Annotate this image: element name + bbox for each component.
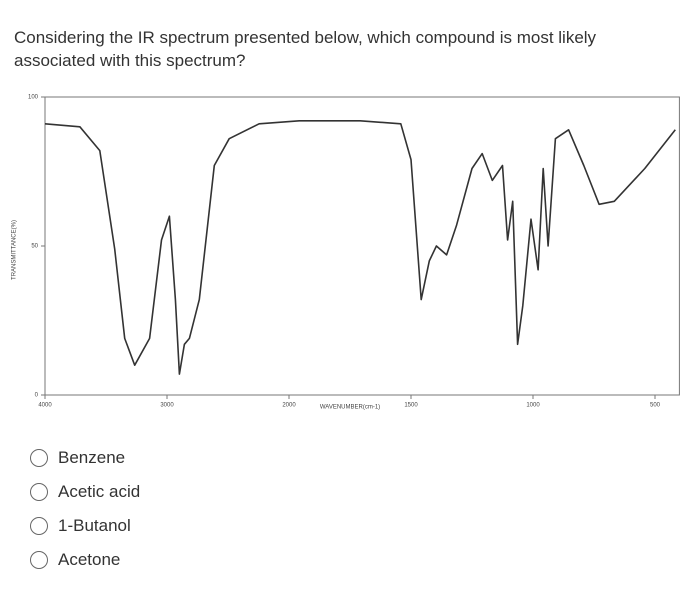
x-tick-label: 1000 — [526, 403, 540, 409]
y-tick-label: 50 — [31, 244, 38, 250]
plot-frame — [44, 96, 680, 396]
x-tick-label: 4000 — [38, 403, 52, 409]
option-label: Benzene — [58, 448, 126, 467]
spectrum-line — [44, 120, 676, 375]
y-axis-label: TRANSMITTANCE(%) — [12, 220, 18, 280]
option-label: Acetone — [58, 550, 121, 569]
answer-option[interactable]: Acetone — [30, 548, 120, 572]
answer-option[interactable]: Benzene — [30, 446, 125, 470]
y-tick-label: 0 — [35, 393, 39, 399]
question-text: Considering the IR spectrum presented be… — [14, 28, 597, 70]
answer-option[interactable]: 1-Butanol — [30, 514, 131, 538]
radio-button[interactable] — [30, 517, 48, 535]
radio-button[interactable] — [30, 551, 48, 569]
x-axis-label: WAVENUMBER(cm-1) — [320, 405, 380, 411]
radio-button[interactable] — [30, 449, 48, 467]
x-tick-label: 2000 — [282, 403, 296, 409]
answer-option[interactable]: Acetic acid — [30, 480, 140, 504]
option-label: Acetic acid — [58, 482, 141, 501]
x-tick-label: 500 — [650, 403, 661, 409]
option-label: 1-Butanol — [58, 516, 131, 535]
x-tick-label: 1500 — [404, 403, 418, 409]
radio-button[interactable] — [30, 483, 48, 501]
x-tick-label: 3000 — [160, 403, 174, 409]
y-tick-label: 100 — [28, 95, 39, 101]
